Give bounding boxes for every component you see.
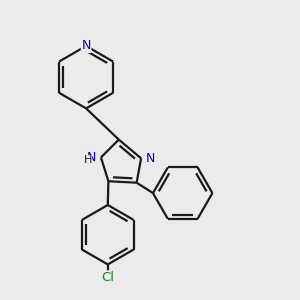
Text: N: N [87, 151, 97, 164]
Text: Cl: Cl [101, 271, 114, 284]
Text: N: N [81, 40, 91, 52]
Text: H: H [83, 155, 92, 165]
Text: N: N [146, 152, 155, 165]
